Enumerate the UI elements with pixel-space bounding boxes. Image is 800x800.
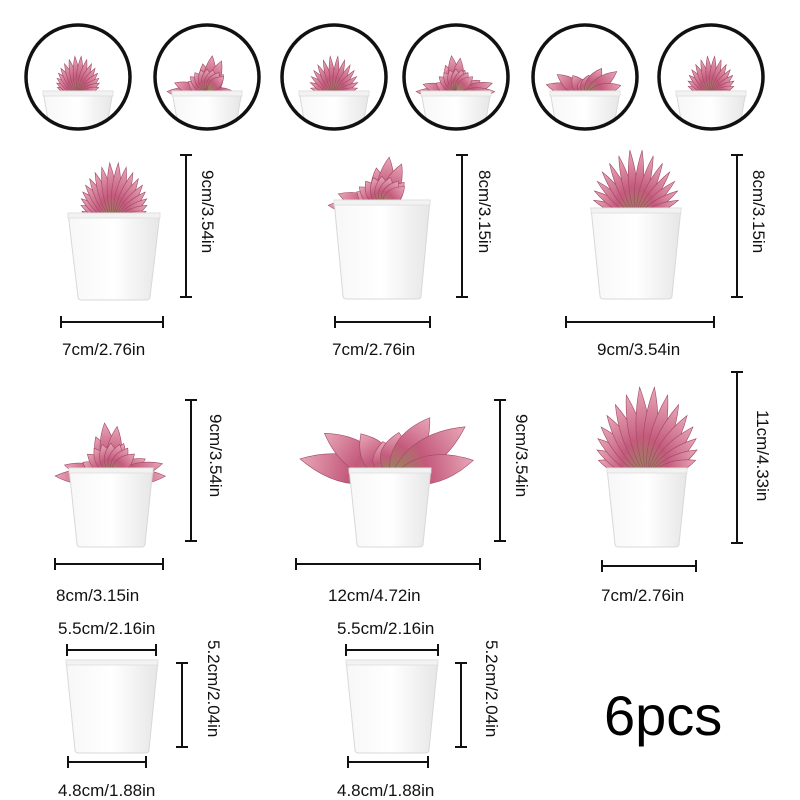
succulent-plant-icon: [67, 161, 161, 301]
plant-5-height-label: 9cm/3.54in: [512, 414, 531, 498]
succulent-plant-icon: [54, 422, 167, 548]
plant-6-width-label: 7cm/2.76in: [601, 586, 685, 605]
succulent-thumbnail-icon: [531, 23, 639, 131]
succulent-plant-icon: [596, 386, 698, 548]
pot-2-bottom-label: 4.8cm/1.88in: [337, 781, 435, 800]
white-square-pot-icon: [298, 90, 370, 129]
plant-6-height-label: 11cm/4.33in: [753, 410, 772, 502]
plant-1-height-label: 9cm/3.54in: [198, 170, 217, 254]
white-square-pot-icon: [606, 467, 688, 548]
white-square-pot-icon: [333, 199, 431, 300]
pack-count-label: 6pcs: [604, 684, 723, 747]
white-square-pot-icon: [549, 90, 621, 129]
succulent-thumbnail-icon: [402, 23, 510, 131]
white-square-pot-icon: [590, 207, 682, 300]
white-square-pot-icon: [65, 659, 159, 754]
white-square-pot-icon: [675, 90, 747, 129]
white-square-pot-icon: [348, 467, 432, 548]
succulent-plant-icon: [299, 417, 474, 548]
white-square-pot-icon: [68, 467, 154, 548]
succulent-thumbnail-icon: [280, 23, 388, 131]
white-square-pot-icon: [67, 212, 161, 301]
pot-1-bottom-label: 4.8cm/1.88in: [58, 781, 156, 800]
plant-1-width-label: 7cm/2.76in: [62, 340, 146, 359]
pot-2-top-label: 5.5cm/2.16in: [337, 619, 435, 638]
pot-2-height-label: 5.2cm/2.04in: [482, 640, 501, 738]
plant-5-width-label: 12cm/4.72in: [328, 586, 421, 605]
succulent-thumbnail-icon: [24, 23, 132, 131]
white-square-pot-icon: [420, 90, 492, 129]
white-square-pot-icon: [345, 659, 439, 754]
pot-1-top-label: 5.5cm/2.16in: [58, 619, 156, 638]
white-square-pot-icon: [345, 659, 439, 754]
plant-2-height-label: 8cm/3.15in: [475, 170, 494, 254]
plant-4-width-label: 8cm/3.15in: [56, 586, 140, 605]
white-square-pot-icon: [42, 90, 114, 129]
succulent-plant-icon: [590, 150, 682, 300]
plant-3-height-label: 8cm/3.15in: [749, 170, 768, 254]
succulent-plant-icon: [327, 156, 431, 300]
plant-4-height-label: 9cm/3.54in: [206, 414, 225, 498]
pot-1-height-label: 5.2cm/2.04in: [204, 640, 223, 738]
succulent-thumbnail-icon: [153, 23, 261, 131]
white-square-pot-icon: [171, 90, 243, 129]
plant-2-width-label: 7cm/2.76in: [332, 340, 416, 359]
white-square-pot-icon: [65, 659, 159, 754]
succulent-thumbnail-icon: [657, 23, 765, 131]
plant-3-width-label: 9cm/3.54in: [597, 340, 681, 359]
